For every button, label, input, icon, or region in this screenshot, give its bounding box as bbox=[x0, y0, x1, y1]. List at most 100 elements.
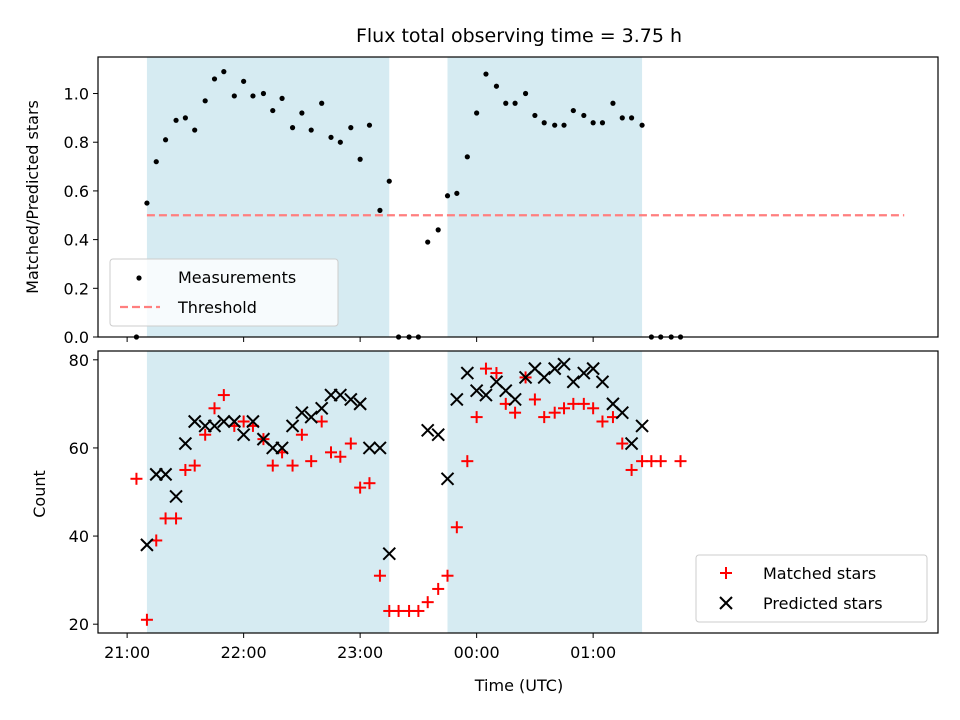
matched-stars-point bbox=[208, 402, 221, 415]
legend-matched-marker bbox=[720, 567, 732, 579]
measurement-point bbox=[628, 115, 635, 121]
predicted-stars-point bbox=[227, 414, 242, 429]
measurement-point bbox=[221, 69, 227, 75]
matched-stars-point bbox=[470, 411, 483, 424]
measurement-point bbox=[289, 125, 296, 131]
measurement-point bbox=[522, 90, 529, 97]
bottom-legend-box bbox=[695, 554, 928, 623]
predicted-stars-point bbox=[217, 414, 231, 429]
bottom-y-axis-label: Count bbox=[30, 470, 49, 518]
measurement-point bbox=[552, 122, 558, 128]
matched-stars-point bbox=[217, 389, 230, 402]
matched-stars-point bbox=[461, 455, 474, 468]
legend-predicted-marker bbox=[719, 596, 733, 610]
x-tick-label: 00:00 bbox=[454, 643, 500, 662]
predicted-stars-point bbox=[207, 419, 222, 433]
matched-stars-point bbox=[305, 455, 318, 468]
measurement-point bbox=[590, 120, 596, 126]
measurement-point bbox=[512, 100, 518, 106]
predicted-stars-point bbox=[333, 388, 348, 402]
y-tick-label: 60 bbox=[69, 439, 89, 458]
matched-stars-point bbox=[315, 415, 328, 428]
matched-stars-point bbox=[392, 604, 405, 617]
predicted-stars-point bbox=[557, 357, 571, 371]
measurement-point bbox=[192, 127, 198, 133]
matched-stars-point bbox=[450, 521, 463, 534]
predicted-stars-point bbox=[304, 410, 318, 424]
x-tick-label: 21:00 bbox=[104, 643, 150, 662]
predicted-stars-point bbox=[344, 392, 358, 407]
predicted-stars-point bbox=[508, 392, 522, 407]
matched-stars-point bbox=[509, 406, 522, 419]
measurement-point bbox=[581, 112, 587, 119]
measurement-point bbox=[386, 178, 392, 184]
predicted-stars-point bbox=[440, 472, 455, 486]
legend-threshold-label: Threshold bbox=[177, 298, 257, 317]
matched-stars-point bbox=[616, 437, 629, 450]
predicted-stars-point bbox=[624, 436, 639, 451]
measurement-point bbox=[182, 115, 188, 121]
predicted-stars-point bbox=[275, 441, 289, 455]
measurement-point bbox=[377, 207, 383, 213]
y-tick-label: 20 bbox=[69, 615, 89, 634]
matched-stars-point bbox=[490, 367, 503, 380]
panel-bottom: 20 40 60 80 21:00 22:00 23:00 00:00 01:00 Count… bbox=[30, 350, 939, 695]
matched-stars-point bbox=[528, 393, 541, 406]
measurement-point bbox=[464, 154, 470, 160]
predicted-stars-point bbox=[595, 375, 610, 389]
measurement-point bbox=[250, 93, 256, 99]
matched-stars-point bbox=[325, 446, 338, 459]
measurement-point bbox=[610, 100, 616, 106]
measurement-point bbox=[483, 71, 489, 77]
matched-stars-point bbox=[159, 512, 172, 525]
matched-stars-point bbox=[199, 428, 212, 441]
x-tick-label: 23:00 bbox=[337, 643, 383, 662]
measurement-point bbox=[270, 107, 276, 114]
panel-top: Flux total observing time = 3.75 h 0.00.… bbox=[23, 25, 939, 347]
matched-stars-point bbox=[286, 459, 299, 472]
measurement-point bbox=[162, 137, 169, 143]
matched-stars-point bbox=[587, 402, 600, 415]
matched-stars-point bbox=[344, 437, 357, 450]
matched-stars-point bbox=[567, 397, 580, 410]
measurement-point bbox=[366, 122, 373, 128]
measurement-point bbox=[337, 139, 343, 145]
predicted-stars-point bbox=[314, 401, 329, 415]
measurement-point bbox=[599, 120, 606, 126]
chart-title: Flux total observing time = 3.75 h bbox=[356, 25, 682, 47]
matched-stars-point bbox=[625, 463, 638, 476]
matched-stars-point bbox=[237, 415, 250, 428]
predicted-stars-point bbox=[236, 428, 251, 442]
predicted-stars-point bbox=[586, 361, 600, 376]
matched-stars-point bbox=[596, 415, 609, 428]
predicted-stars-point bbox=[178, 436, 193, 451]
top-y-ticks: 0.0 0.2 0.4 0.6 0.8 1.0 bbox=[64, 85, 98, 347]
measurement-point bbox=[425, 239, 431, 245]
shaded-interval-1 bbox=[447, 351, 643, 633]
predicted-stars-point bbox=[460, 366, 475, 380]
matched-stars-point bbox=[412, 604, 425, 617]
predicted-stars-point bbox=[140, 538, 154, 552]
measurement-point bbox=[202, 98, 208, 104]
matched-stars-point bbox=[363, 477, 376, 490]
matched-stars-point bbox=[188, 459, 201, 472]
predicted-stars-point bbox=[421, 423, 435, 438]
matched-stars-point bbox=[354, 481, 367, 494]
matched-stars-point bbox=[654, 455, 667, 468]
matched-stars-point bbox=[373, 569, 386, 582]
measurement-point bbox=[211, 76, 218, 82]
matched-stars-point bbox=[179, 463, 192, 476]
y-tick-label: 40 bbox=[69, 527, 89, 546]
x-tick-label: 22:00 bbox=[221, 643, 267, 662]
predicted-stars-point bbox=[431, 428, 445, 442]
predicted-stars-point bbox=[373, 441, 387, 455]
predicted-stars-point bbox=[566, 375, 581, 389]
top-y-axis-label: Matched/Predicted stars bbox=[23, 100, 42, 294]
bottom-x-ticks: 21:00 22:00 23:00 00:00 01:00 bbox=[104, 633, 616, 662]
legend-measurements-label: Measurements bbox=[178, 268, 296, 287]
predicted-stars-point bbox=[479, 388, 493, 402]
matched-stars-point bbox=[266, 459, 279, 472]
predicted-stars-point bbox=[158, 467, 173, 482]
measurement-point bbox=[570, 107, 576, 114]
